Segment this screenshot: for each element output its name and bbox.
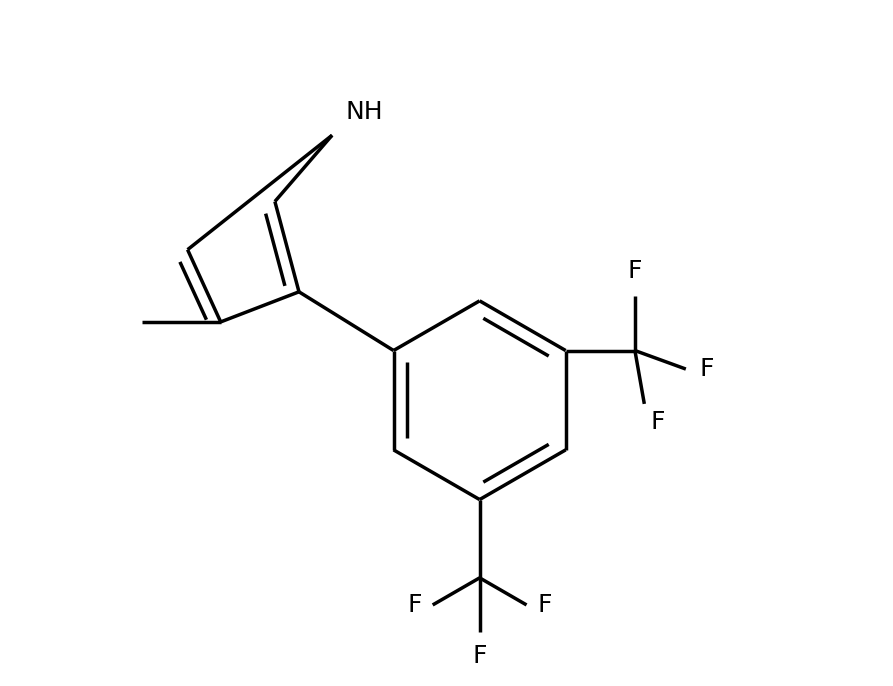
Text: F: F [538, 593, 552, 617]
Text: F: F [407, 593, 421, 617]
Text: F: F [628, 259, 642, 283]
Text: NH: NH [346, 100, 383, 124]
Text: F: F [472, 644, 487, 668]
Text: F: F [650, 410, 665, 434]
Text: F: F [699, 357, 714, 381]
